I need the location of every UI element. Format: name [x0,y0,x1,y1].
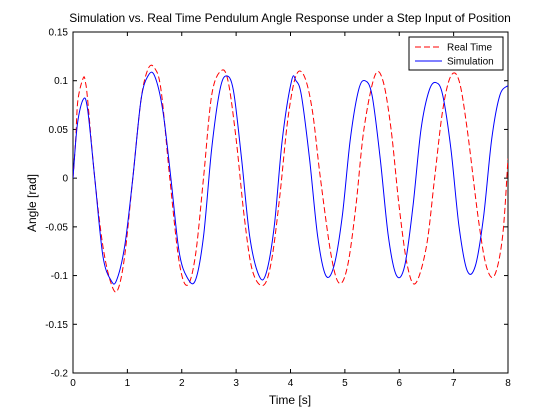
y-tick-label: 0.1 [54,76,68,87]
y-axis-label: Angle [rad] [25,174,39,232]
x-tick-label: 8 [505,378,511,389]
x-tick-label: 0 [70,378,76,389]
legend: Real Time Simulation [409,37,503,70]
x-axis-label: Time [s] [269,393,311,407]
y-tick-label: 0.15 [49,28,69,39]
y-tick-label: -0.2 [51,369,69,380]
chart-title: Simulation vs. Real Time Pendulum Angle … [69,11,511,25]
plot-area: 0 1 2 3 4 5 6 7 8 -0.2 -0.15 -0.1 -0.05 0 0.05 0.1 0.15 [45,28,511,390]
x-tick-label: 7 [451,378,457,389]
y-tick-label: 0 [62,174,68,185]
y-tick-label: -0.1 [51,271,69,282]
axes-box [73,32,508,373]
x-tick-label: 6 [396,378,402,389]
x-tick-label: 5 [342,378,348,389]
y-tick-label: -0.05 [45,222,68,233]
legend-label-real-time: Real Time [447,43,492,54]
x-tick-label: 4 [288,378,294,389]
y-tick-label: -0.15 [45,320,68,331]
legend-label-simulation: Simulation [447,57,494,68]
x-tick-label: 2 [179,378,185,389]
x-tick-label: 1 [125,378,131,389]
x-tick-label: 3 [233,378,239,389]
y-tick-label: 0.05 [49,125,69,136]
